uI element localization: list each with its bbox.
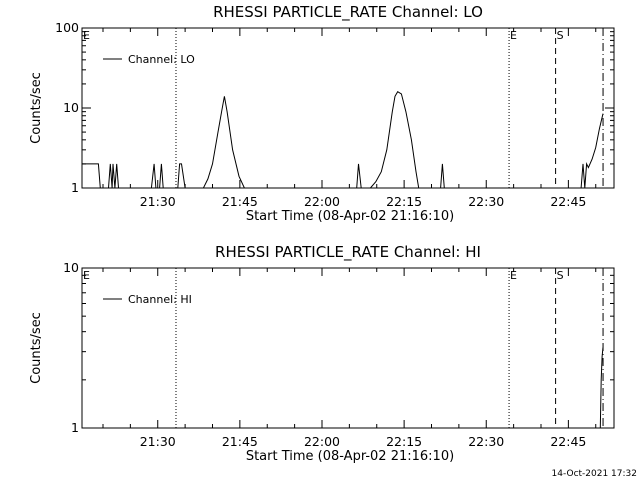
marker-label: E (83, 269, 90, 282)
series-line (599, 347, 604, 429)
chart-lo: RHESSI PARTICLE_RATE Channel: LO 1 10 100 21… (29, 3, 615, 224)
marker-label: E (510, 269, 517, 282)
x-tick-label: 22:00 (304, 434, 340, 449)
x-axis-label: Start Time (08-Apr-02 21:16:10) (246, 209, 454, 224)
y-tick-label: 100 (55, 20, 79, 35)
x-tick-label: 22:15 (386, 434, 422, 449)
x-tick-label: 22:30 (468, 434, 504, 449)
timestamp: 14-Oct-2021 17:32 (552, 469, 637, 479)
x-tick-label: 21:45 (222, 434, 258, 449)
x-tick-label: 22:30 (468, 194, 504, 209)
chart-title: RHESSI PARTICLE_RATE Channel: LO (213, 3, 483, 22)
y-tick-label: 10 (63, 260, 79, 275)
marker-label: S (557, 29, 564, 42)
y-axis-label: Counts/sec (29, 72, 44, 144)
y-tick-label: 10 (63, 100, 79, 115)
y-tick-label: 1 (71, 420, 79, 435)
legend-label: Channel: LO (128, 53, 195, 66)
y-axis-label: Counts/sec (29, 312, 44, 384)
x-axis-label: Start Time (08-Apr-02 21:16:10) (246, 449, 454, 464)
marker-label: S (557, 269, 564, 282)
x-tick-label: 21:30 (140, 194, 176, 209)
x-tick-label: 21:30 (140, 434, 176, 449)
chart-hi: RHESSI PARTICLE_RATE Channel: HI 1 10 21:30… (29, 243, 615, 464)
x-tick-label: 21:45 (222, 194, 258, 209)
x-tick-label: 22:45 (550, 194, 586, 209)
marker-label: E (510, 29, 517, 42)
legend-label: Channel: HI (128, 293, 192, 306)
x-tick-label: 22:15 (386, 194, 422, 209)
chart-title: RHESSI PARTICLE_RATE Channel: HI (215, 243, 481, 262)
x-tick-label: 22:00 (304, 194, 340, 209)
y-tick-label: 1 (71, 180, 79, 195)
marker-label: E (83, 29, 90, 42)
plot-frame (81, 267, 615, 429)
series-line (82, 91, 604, 189)
x-tick-label: 22:45 (550, 434, 586, 449)
